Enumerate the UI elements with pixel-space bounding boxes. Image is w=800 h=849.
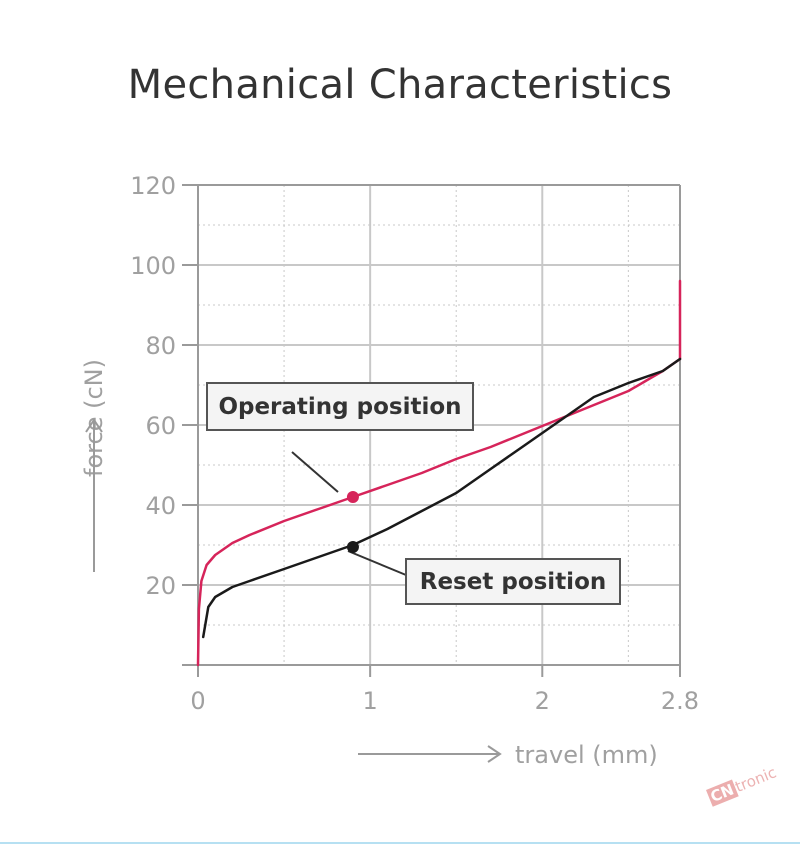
tick-labels: 20 40 60 80 100 120 0 1 2 2.8 [130,172,699,715]
y-tick-label: 100 [130,252,176,280]
y-tick-label: 40 [145,492,176,520]
operating-leader-line [291,451,339,493]
reset-callout-label: Reset position [420,569,607,595]
reset-position-line [201,357,682,639]
y-tick-label: 120 [130,172,176,200]
y-tick-label: 20 [145,572,176,600]
reset-leader-line [347,550,407,576]
x-axis-label: travel (mm) [515,741,658,769]
x-tick-label: 2.8 [661,687,699,715]
x-axis-arrowhead [487,745,502,763]
bottom-divider [0,842,800,844]
series [196,279,682,667]
y-axis-arrowhead [85,418,103,433]
reset-callout-box [405,558,621,605]
y-tick-label: 80 [145,332,176,360]
markers [346,491,359,553]
x-tick-label: 0 [190,687,205,715]
x-tick-label: 1 [363,687,378,715]
operating-callout-label: Operating position [218,394,461,420]
axes [182,184,681,677]
y-axis-label-group: force (cN) [80,359,108,572]
operating-position-line [196,279,682,667]
y-tick-label: 60 [145,412,176,440]
callouts: Operating position Reset position [206,382,621,605]
chart-title: Mechanical Characteristics [127,62,673,108]
operating-position-marker [346,491,359,503]
operating-callout-box [206,382,474,431]
reset-position-marker [346,541,359,553]
x-axis-label-group: travel (mm) [358,741,658,769]
x-tick-label: 2 [535,687,550,715]
